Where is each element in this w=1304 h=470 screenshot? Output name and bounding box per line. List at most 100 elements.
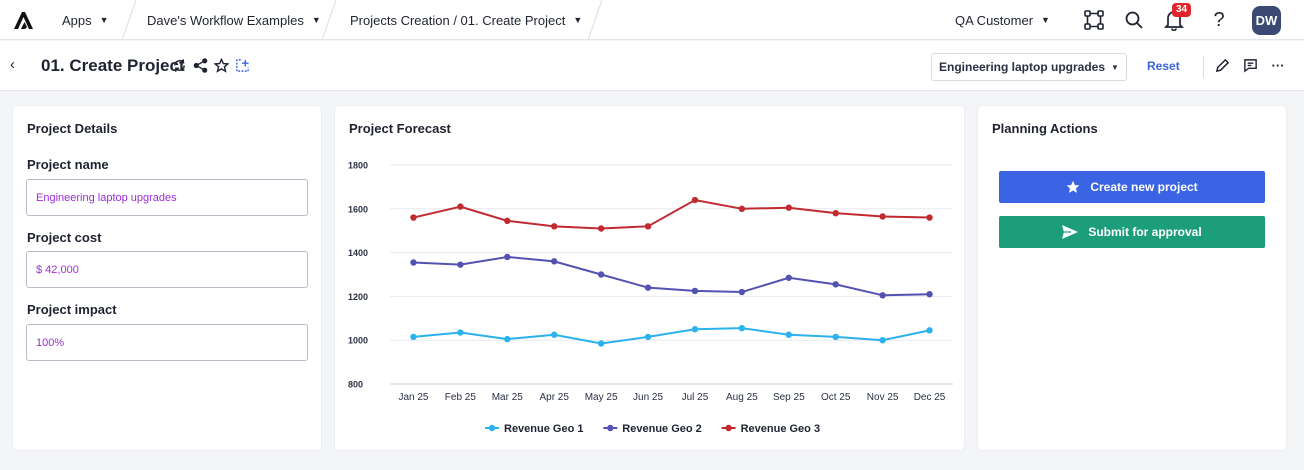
data-point (457, 261, 464, 268)
breadcrumb-divider (122, 0, 136, 40)
project-forecast-card: Project Forecast 800 1000 1200 1400 1600 1800… (335, 106, 964, 450)
data-point (691, 196, 699, 204)
project-cost-label: Project cost (27, 230, 102, 245)
customer-menu[interactable]: QA Customer ▼ (955, 0, 1050, 40)
legend-marker (725, 424, 732, 432)
series-line (413, 327, 930, 345)
workspace-menu[interactable]: Dave's Workflow Examples ▼ (147, 0, 321, 40)
data-point (879, 337, 886, 344)
x-tick-label: Apr 25 (539, 392, 569, 403)
customer-label: QA Customer (955, 12, 1034, 28)
share-icon[interactable] (192, 57, 208, 73)
data-point (738, 324, 746, 332)
edit-icon[interactable] (1214, 57, 1230, 73)
create-new-project-button[interactable]: Create new project (999, 171, 1265, 203)
project-details-title: Project Details (27, 121, 118, 136)
data-point (926, 214, 933, 221)
project-forecast-title: Project Forecast (349, 121, 451, 136)
top-nav: Apps ▼ Dave's Workflow Examples ▼ Projec… (0, 0, 1304, 40)
project-impact-label: Project impact (27, 302, 117, 317)
data-point (879, 213, 886, 220)
breadcrumb-divider (588, 0, 602, 40)
data-point (504, 217, 511, 225)
context-selector-value: Engineering laptop upgrades (939, 60, 1106, 74)
project-details-card: Project Details Project name Engineering… (13, 106, 321, 450)
forecast-chart: 800 1000 1200 1400 1600 1800 Jan 25 Feb 25 Mar 2… (348, 161, 953, 435)
series-line (413, 255, 930, 297)
data-point (551, 331, 558, 338)
project-cost-field[interactable]: $ 42,000 (26, 251, 308, 288)
data-point (785, 204, 792, 211)
submit-for-approval-label: Submit for approval (1088, 225, 1202, 239)
chevron-down-icon: ▼ (99, 15, 109, 25)
legend-label: Revenue Geo 3 (741, 423, 820, 435)
chevron-down-icon: ▼ (573, 15, 583, 25)
more-options-icon[interactable]: ··· (1271, 57, 1285, 73)
data-point (926, 327, 933, 334)
star-icon[interactable] (213, 57, 229, 73)
y-tick-label: 1200 (348, 292, 368, 302)
data-point (926, 291, 933, 298)
notification-badge: 34 (1172, 3, 1192, 17)
x-tick-label: Jun 25 (633, 392, 663, 403)
x-tick-label: Sep 25 (773, 392, 805, 403)
data-point (785, 331, 792, 338)
add-to-page-icon[interactable] (234, 57, 250, 73)
x-tick-label: May 25 (585, 392, 618, 403)
data-point (551, 258, 558, 265)
data-point (738, 288, 746, 296)
legend-marker (488, 424, 496, 432)
project-name-field[interactable]: Engineering laptop upgrades (26, 179, 308, 216)
data-point (410, 333, 417, 341)
context-selector[interactable]: Engineering laptop upgrades ▼ (931, 53, 1127, 81)
data-point (410, 214, 417, 221)
network-icon (1084, 10, 1104, 30)
x-tick-label: Mar 25 (492, 392, 524, 403)
help-icon: ? (1213, 8, 1225, 31)
page-path-menu[interactable]: Projects Creation / 01. Create Project ▼ (350, 0, 582, 40)
model-map-button[interactable] (1080, 6, 1108, 34)
legend-marker (607, 424, 614, 432)
back-arrow-icon[interactable]: ‹ (10, 56, 15, 73)
project-name-label: Project name (27, 157, 109, 172)
star-icon (1066, 180, 1080, 193)
comment-icon[interactable] (1242, 57, 1258, 73)
y-tick-label: 1000 (348, 336, 368, 346)
data-point (457, 203, 464, 210)
x-tick-label: Dec 25 (914, 392, 946, 403)
y-tick-label: 1400 (348, 248, 368, 258)
legend-label: Revenue Geo 1 (504, 423, 583, 435)
page-path-label: Projects Creation / 01. Create Project (350, 12, 566, 28)
data-point (597, 225, 605, 232)
apps-label: Apps (62, 12, 92, 28)
apps-menu[interactable]: Apps ▼ (62, 0, 109, 40)
search-button[interactable] (1120, 6, 1148, 34)
data-point (597, 271, 605, 278)
data-point (597, 340, 605, 347)
y-tick-label: 1600 (348, 204, 368, 214)
data-point (551, 223, 558, 230)
data-point (644, 333, 652, 341)
legend-label: Revenue Geo 2 (622, 423, 701, 435)
data-point (410, 259, 417, 266)
data-point (504, 335, 511, 343)
avatar[interactable]: DW (1252, 6, 1281, 35)
submit-for-approval-button[interactable]: Submit for approval (999, 216, 1265, 248)
x-tick-label: Feb 25 (445, 392, 477, 403)
data-point (879, 292, 886, 299)
data-point (644, 223, 652, 230)
send-icon (1062, 225, 1079, 239)
planning-actions-card: Planning Actions Create new project Subm… (978, 106, 1286, 450)
x-tick-label: Jul 25 (682, 392, 709, 403)
divider (1203, 56, 1204, 78)
y-tick-label: 1800 (348, 161, 368, 171)
series-line (413, 198, 930, 230)
help-button[interactable]: ? (1205, 6, 1233, 34)
data-point (785, 274, 792, 281)
data-point (457, 329, 464, 336)
project-impact-field[interactable]: 100% (26, 324, 308, 361)
refresh-icon[interactable] (171, 57, 187, 73)
anaplan-logo-icon[interactable] (12, 9, 34, 31)
reset-button[interactable]: Reset (1147, 59, 1180, 73)
chevron-down-icon: ▼ (311, 15, 321, 25)
